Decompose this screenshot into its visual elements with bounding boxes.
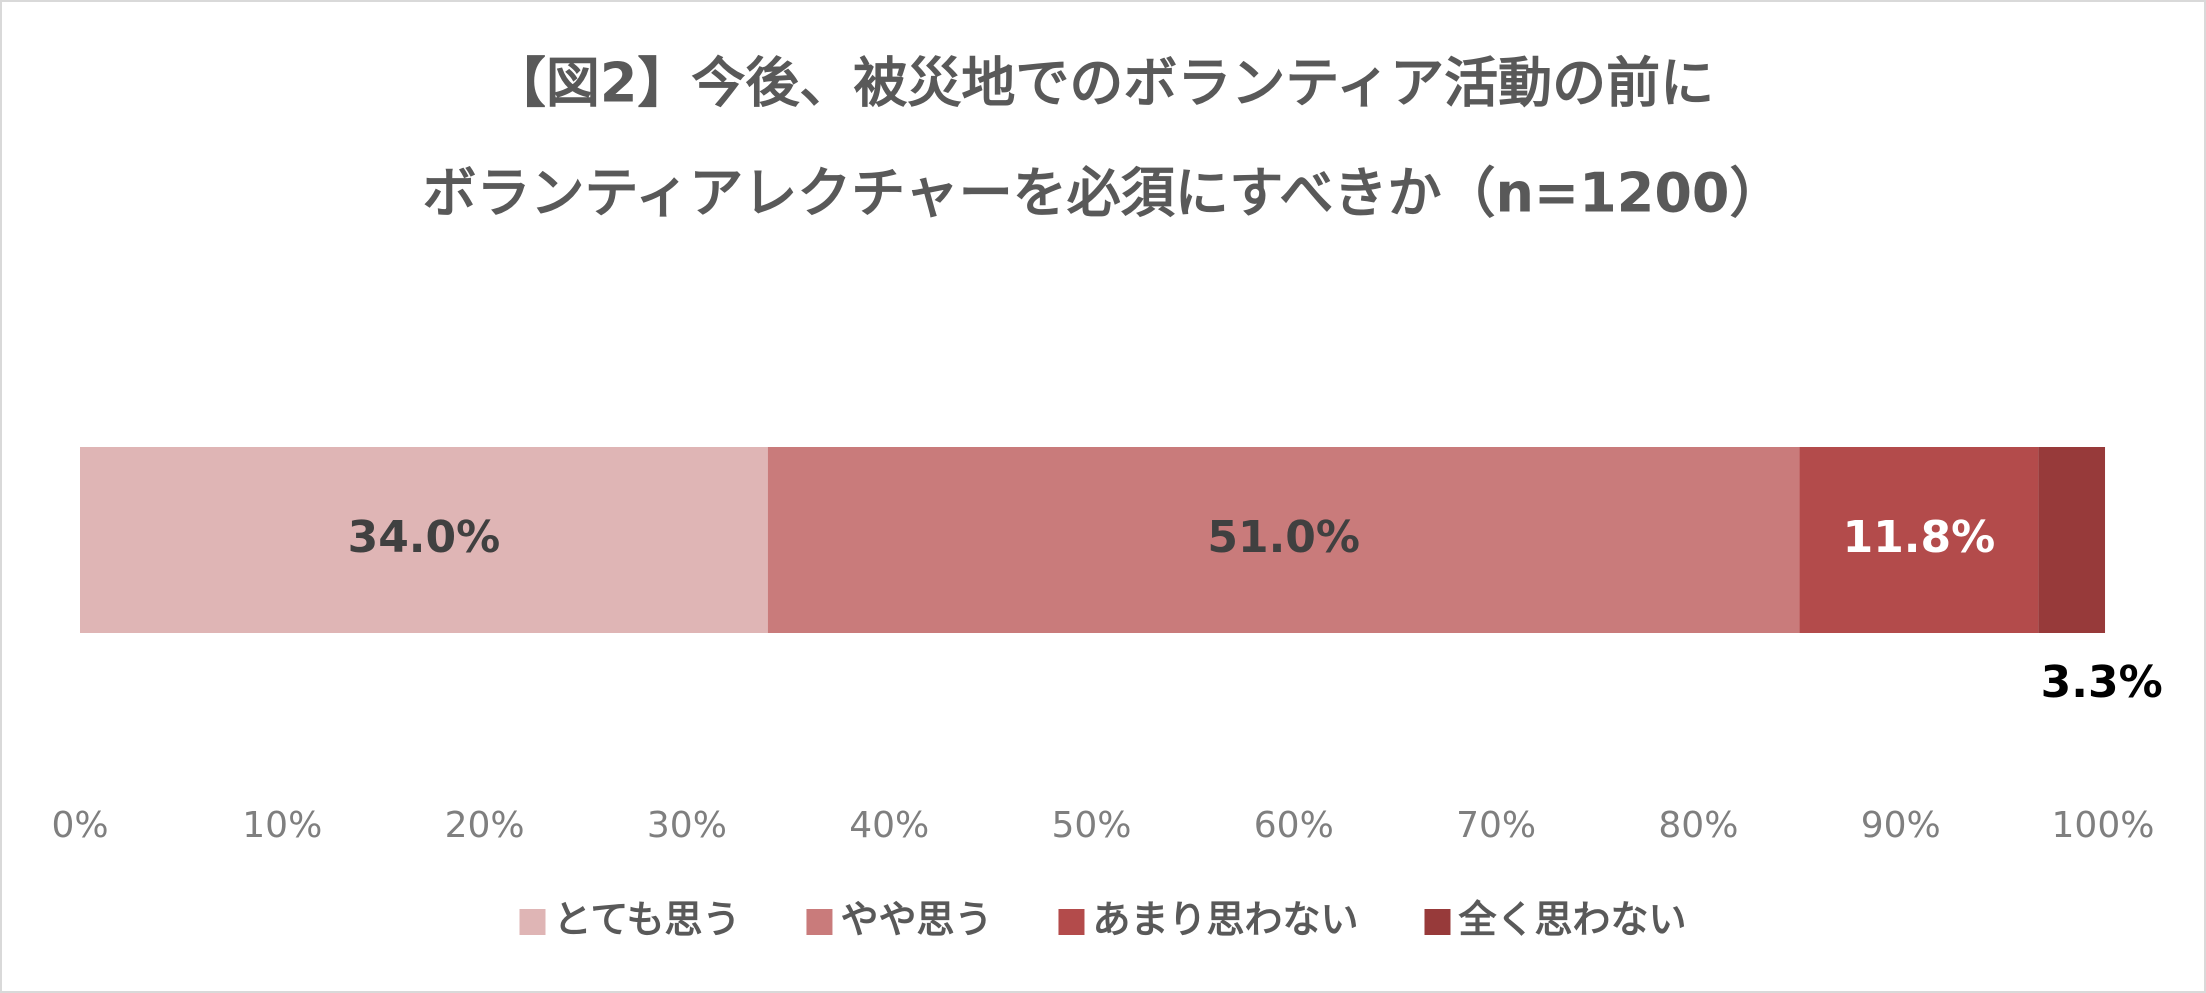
x-tick-label: 10%	[242, 805, 322, 846]
legend-swatch	[1058, 909, 1085, 935]
legend-label: 全く思わない	[1457, 898, 1686, 942]
bar-segment	[767, 447, 1800, 633]
chart-title: ボランティアレクチャーを必須にすべきか（n=1200）	[423, 162, 1784, 225]
x-tick-label: 90%	[1861, 805, 1941, 846]
data-label: 34.0%	[348, 512, 501, 563]
bar-segment	[2038, 447, 2106, 633]
x-tick-label: 100%	[2052, 805, 2155, 846]
x-tick-label: 50%	[1051, 805, 1131, 846]
bar-segment	[1799, 447, 2039, 633]
legend: とても思う やや思う あまり思わない 全く思わない	[519, 898, 1687, 942]
data-label: 11.8%	[1843, 512, 1996, 563]
bar-segment	[80, 447, 768, 633]
x-tick-label: 0%	[51, 805, 108, 846]
chart-title: 【図2】今後、被災地でのボランティア活動の前に	[492, 52, 1714, 115]
legend-label: とても思う	[553, 898, 740, 942]
x-tick-label: 70%	[1456, 805, 1536, 846]
data-label: 3.3%	[2041, 657, 2163, 708]
data-label: 51.0%	[1207, 512, 1360, 563]
legend-label: やや思う	[840, 898, 992, 942]
x-tick-label: 30%	[647, 805, 727, 846]
x-tick-label: 40%	[849, 805, 929, 846]
legend-swatch	[519, 909, 546, 935]
x-tick-label: 60%	[1254, 805, 1334, 846]
legend-swatch	[1424, 909, 1451, 935]
x-tick-label: 80%	[1658, 805, 1738, 846]
legend-label: あまり思わない	[1092, 898, 1358, 942]
x-tick-label: 20%	[445, 805, 525, 846]
legend-swatch	[806, 909, 833, 935]
